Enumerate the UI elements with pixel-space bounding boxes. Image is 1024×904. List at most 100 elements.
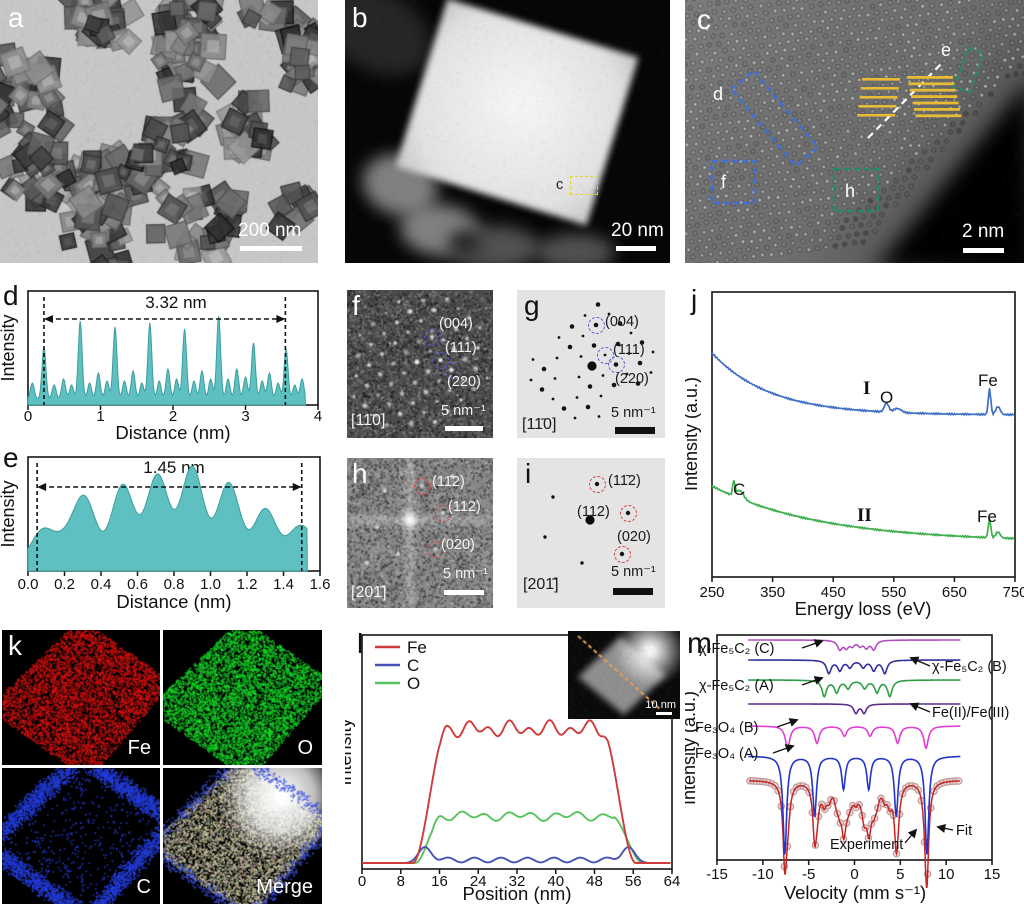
diffraction-dot	[651, 350, 655, 354]
fringe-line-left	[859, 96, 898, 99]
panel-i: i (11̄2) (112) (020) [201̄] 5 nm⁻¹	[517, 458, 665, 608]
diffraction-dot	[611, 382, 617, 388]
component-label-5: Fe₃O₄ (A)	[695, 746, 758, 762]
eds-label-merge: Merge	[256, 876, 313, 898]
component-arrow-3	[909, 702, 931, 713]
f-scalebar	[445, 426, 483, 431]
tick-label: 750	[1002, 584, 1024, 601]
tick-label: 0.6	[127, 576, 148, 593]
tick-label: 1.6	[310, 576, 331, 593]
panel-b: b c 20 nm	[345, 0, 670, 263]
component-label-4: Fe₃O₄ (B)	[695, 720, 758, 736]
component-label-0: χ-Fe₅C₂ (C)	[699, 641, 774, 657]
diffraction-dot	[575, 396, 579, 399]
legend-label-O: O	[407, 674, 420, 693]
center-beam	[585, 515, 595, 525]
tick-label: 1.4	[273, 576, 294, 593]
component-curve-4	[748, 725, 961, 750]
i-spot-circle-3	[614, 546, 631, 563]
tick-label: -15	[706, 866, 728, 883]
fringe-line-right	[915, 114, 962, 118]
tem-image-nanocubes	[0, 0, 318, 263]
tick-label: 1.2	[237, 576, 258, 593]
diffraction-dot	[625, 372, 629, 376]
diffraction-dot	[553, 377, 557, 380]
tick-label: 10	[938, 866, 955, 883]
i-zone-axis: [201̄]	[523, 576, 559, 593]
roi-h-box	[832, 167, 880, 213]
fit-label: Fit	[956, 823, 972, 839]
scalebar-label-a: 200 nm	[238, 220, 302, 241]
fringe-line-left	[860, 87, 899, 90]
diffraction-dot	[637, 360, 643, 366]
spot-circle-004	[424, 329, 441, 346]
h-spot-circle-3	[427, 541, 444, 558]
diffraction-dot	[567, 344, 573, 350]
diffraction-dot	[595, 302, 601, 307]
d-ylabel: Intensity	[0, 314, 18, 381]
panel-a: a 200 nm	[0, 0, 318, 263]
component-label-2: χ-Fe₅C₂ (A)	[699, 678, 774, 694]
panel-letter-m: m	[687, 627, 712, 660]
panel-letter-j: j	[691, 284, 698, 315]
i-spot-circle-2	[620, 505, 637, 522]
profile-area	[27, 465, 308, 572]
eds-label-fe: Fe	[127, 737, 151, 759]
diffraction-dot	[539, 387, 545, 392]
legend-label-Fe: Fe	[407, 638, 427, 657]
eds-map-fe-image	[2, 630, 160, 765]
diffraction-dot	[529, 378, 533, 382]
panel-letter-g: g	[524, 290, 540, 321]
diffraction-dot	[580, 561, 584, 565]
roi-label-c: c	[556, 177, 564, 193]
panel-letter-f: f	[352, 290, 360, 321]
haadf-atomic-image	[685, 0, 1024, 263]
eds-label-c: C	[136, 876, 151, 898]
roi-e-box	[952, 46, 986, 94]
diffraction-dot	[541, 366, 547, 372]
component-curve-1	[748, 659, 961, 675]
diffraction-dot	[557, 336, 561, 339]
tick-label: 3	[241, 408, 249, 425]
g-spot-circle-004	[588, 317, 605, 334]
d-xlabel: Distance (nm)	[115, 422, 230, 443]
tick-label: 16	[431, 873, 448, 890]
intensity-profile-e: Intensity Distance (nm) 1.45 nm 0.0 0.2 0.…	[0, 456, 331, 612]
h-spot-label-3: (020)	[441, 537, 475, 553]
component-arrow-2	[801, 676, 824, 686]
panel-c: d e f h c 2 nm	[685, 0, 1024, 263]
i-scalebar	[613, 588, 653, 595]
tick-label: 2	[169, 408, 177, 425]
scalebar-label-b: 20 nm	[611, 220, 664, 241]
tick-label: 8	[397, 873, 405, 890]
diffraction-dot	[615, 341, 621, 347]
g-spot-label-004: (004)	[605, 314, 639, 330]
eds-line-profile: Intensity Position (nm) 0 8 16 24 32 40 48 56 64…	[345, 634, 680, 904]
i-spot-label-3: (020)	[617, 529, 651, 545]
panel-letter-i: i	[525, 458, 532, 489]
x-axis-ticks: 250 350 450 550 650 750	[699, 577, 1024, 601]
center-beam	[587, 361, 597, 371]
f-spot-label-004: (004)	[439, 316, 473, 332]
diffraction-dot	[639, 340, 645, 345]
eds-map-fe: k Fe	[2, 630, 160, 765]
curve-label-I: I	[863, 378, 870, 399]
j-ylabel: Intensity (a.u.)	[685, 377, 701, 491]
g-spot-label-111: (111)	[613, 342, 645, 358]
diffraction-dot	[573, 416, 577, 420]
m-ylabel: Intensity (a.u.)	[685, 691, 699, 805]
tick-label: 0.8	[164, 576, 185, 593]
d-annotation: 3.32 nm	[145, 293, 206, 312]
arrowhead-left	[37, 483, 47, 491]
fringe-line-right	[907, 76, 953, 79]
tick-label: 650	[942, 584, 967, 601]
diffraction-dot	[569, 324, 575, 329]
fringe-line-right	[908, 82, 955, 86]
eds-map-o-image	[163, 630, 322, 765]
fringe-line-right	[912, 101, 959, 105]
experiment-label: Experiment	[830, 837, 903, 853]
profile-O	[362, 810, 671, 864]
x-axis-ticks: 0 1 2 3 4	[24, 405, 322, 425]
tick-label: 4	[314, 408, 322, 425]
arrowhead-right	[276, 315, 286, 323]
